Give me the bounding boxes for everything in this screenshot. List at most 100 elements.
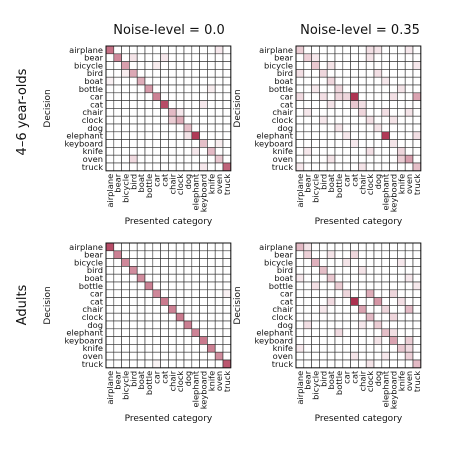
x-axis-label: Presented category — [125, 414, 213, 424]
heatmap-cell — [152, 147, 161, 156]
heatmap-cell — [342, 92, 351, 101]
heatmap-cell — [152, 139, 161, 148]
x-tick-label: cat — [350, 370, 360, 384]
heatmap-cell — [311, 61, 320, 70]
heatmap-cell — [105, 312, 115, 322]
heatmap-cell — [191, 281, 200, 291]
heatmap-cell — [207, 351, 216, 361]
y-tick-label: bicycle — [264, 60, 293, 70]
heatmap-cell — [113, 242, 122, 252]
heatmap-cell — [326, 139, 336, 148]
heatmap-cell — [358, 242, 367, 252]
heatmap-cell — [199, 162, 208, 172]
heatmap-cell — [199, 123, 208, 133]
x-tick-label: boat — [326, 370, 336, 389]
heatmap-cell — [303, 53, 312, 62]
y-tick-label: airplane — [69, 242, 103, 252]
y-tick-label: truck — [272, 162, 293, 172]
heatmap-cell — [342, 84, 351, 94]
heatmap-cell — [334, 281, 344, 291]
y-tick-label: boat — [84, 273, 103, 283]
heatmap-cell — [295, 69, 305, 78]
y-tick-label: airplane — [69, 45, 103, 55]
heatmap-cell — [358, 154, 367, 164]
heatmap-cell — [175, 115, 185, 125]
x-tick-label: bird — [128, 174, 138, 190]
heatmap-cell — [342, 123, 351, 133]
heatmap-cell — [397, 154, 406, 164]
y-tick-label: bird — [87, 68, 103, 78]
heatmap-cell — [129, 266, 138, 275]
heatmap-cell — [175, 266, 185, 275]
heatmap-cell — [105, 359, 115, 369]
heatmap-cell — [136, 123, 146, 133]
heatmap-cell — [168, 100, 177, 109]
heatmap-cell — [136, 69, 146, 78]
heatmap-cell — [373, 69, 383, 78]
heatmap-cell — [222, 69, 232, 78]
heatmap-cell — [144, 84, 154, 94]
heatmap-cell — [136, 45, 146, 55]
heatmap-cell — [113, 162, 122, 172]
heatmap-cell — [334, 320, 344, 330]
heatmap-cell — [214, 297, 224, 306]
heatmap-cell — [183, 131, 193, 140]
heatmap-cell — [121, 123, 130, 133]
heatmap-cell — [295, 84, 305, 94]
heatmap-cell — [214, 320, 224, 330]
heatmap-cell — [373, 53, 383, 62]
heatmap-cell — [214, 76, 224, 86]
y-tick-label: oven — [83, 154, 103, 164]
heatmap-cell — [222, 250, 232, 259]
heatmap-cell — [326, 305, 336, 314]
heatmap-cell — [350, 69, 359, 78]
heatmap-cell — [144, 250, 154, 259]
heatmap-cell — [168, 336, 177, 345]
heatmap-cell — [144, 258, 154, 267]
heatmap-cell — [214, 336, 224, 345]
heatmap-cell — [326, 328, 336, 337]
heatmap-cell — [350, 281, 359, 291]
heatmap-cell — [334, 131, 344, 140]
x-tick-label: truck — [412, 174, 422, 195]
heatmap-cell — [136, 297, 146, 306]
heatmap-cell — [389, 250, 398, 259]
heatmap-cell — [326, 147, 336, 156]
heatmap-panel-3: airplanebearbicyclebirdboatbottlecarcatc… — [233, 242, 422, 424]
heatmap-cell — [350, 84, 359, 94]
heatmap-cell — [381, 344, 390, 353]
heatmap-cell — [199, 289, 208, 298]
heatmap-cell — [129, 147, 138, 156]
heatmap-cell — [303, 266, 312, 275]
x-tick-label: bird — [128, 371, 138, 387]
heatmap-cell — [350, 139, 359, 148]
heatmap-cell — [160, 162, 169, 172]
heatmap-cell — [326, 108, 336, 117]
heatmap-cell — [404, 281, 414, 291]
heatmap-cell — [365, 305, 375, 314]
heatmap-cell — [365, 297, 375, 306]
heatmap-cell — [207, 154, 216, 164]
y-tick-label: elephant — [256, 328, 293, 338]
heatmap-cell — [121, 53, 130, 62]
heatmap-cell — [183, 258, 193, 267]
heatmap-cell — [207, 92, 216, 101]
heatmap-cell — [168, 108, 177, 117]
heatmap-cell — [129, 69, 138, 78]
heatmap-cell — [350, 123, 359, 133]
heatmap-cell — [404, 123, 414, 133]
heatmap-cell — [121, 266, 130, 275]
heatmap-cell — [404, 162, 414, 172]
heatmap-cell — [183, 147, 193, 156]
heatmap-cell — [303, 281, 312, 291]
heatmap-cell — [183, 76, 193, 86]
heatmap-cell — [105, 61, 115, 70]
heatmap-cell — [319, 305, 328, 314]
heatmap-cell — [373, 108, 383, 117]
heatmap-cell — [365, 123, 375, 133]
heatmap-cell — [144, 312, 154, 322]
heatmap-cell — [350, 131, 359, 140]
x-tick-label: chair — [167, 370, 177, 391]
heatmap-cell — [144, 273, 154, 283]
heatmap-cell — [105, 115, 115, 125]
